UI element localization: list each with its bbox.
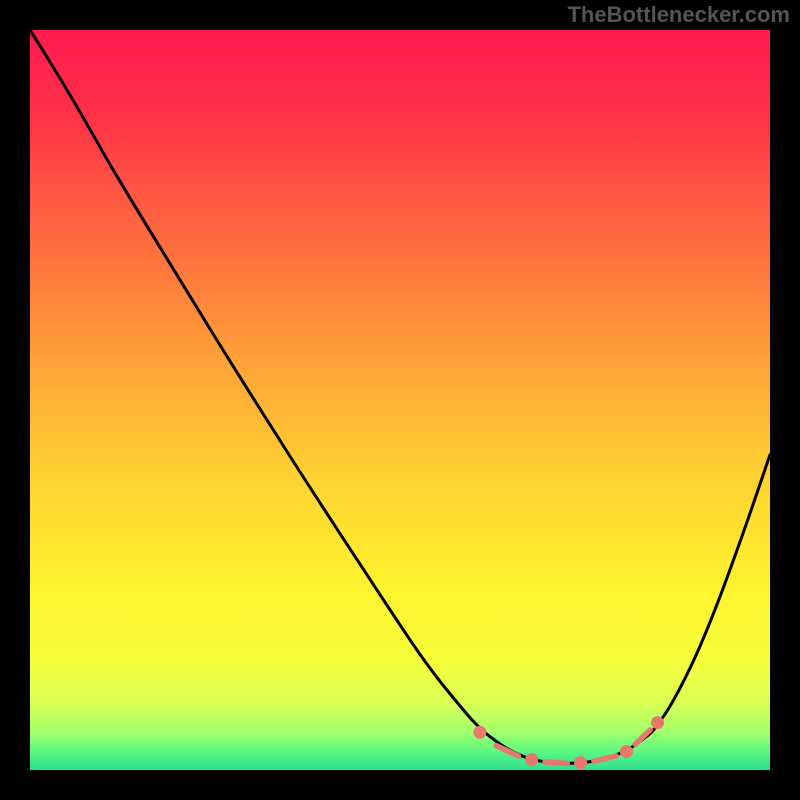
indicator-dot <box>574 756 587 769</box>
indicator-dot <box>620 745 633 758</box>
indicator-dot <box>651 716 664 729</box>
plot-background <box>30 30 770 770</box>
indicator-dot <box>473 726 486 739</box>
bottleneck-curve-chart <box>0 0 800 800</box>
chart-container: TheBottlenecker.com <box>0 0 800 800</box>
attribution-label[interactable]: TheBottlenecker.com <box>567 2 790 28</box>
indicator-dash <box>545 762 567 763</box>
indicator-dot <box>525 753 538 766</box>
